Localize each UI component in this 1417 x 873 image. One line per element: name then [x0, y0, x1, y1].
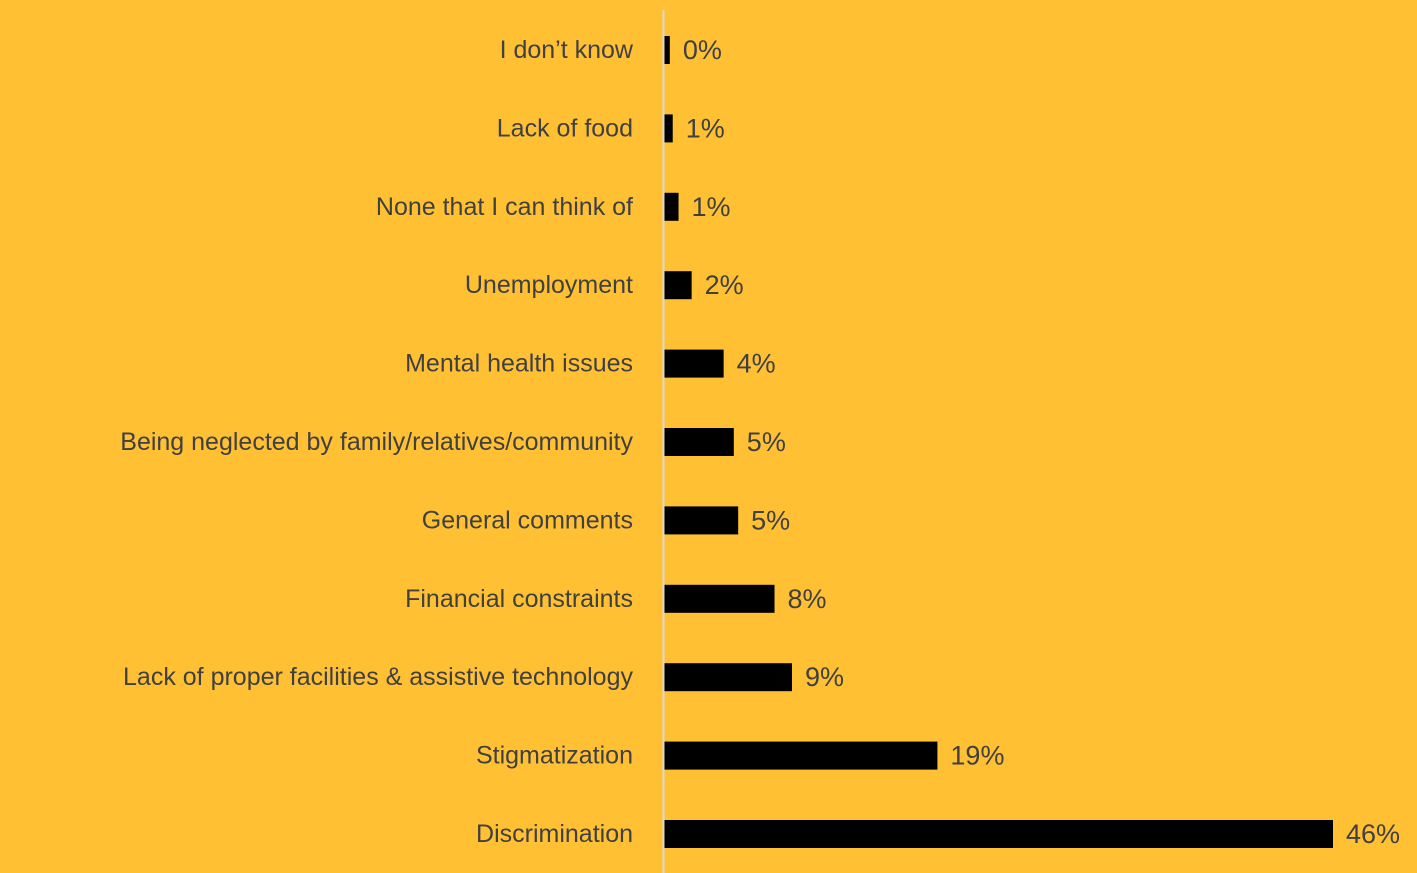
bar [664, 192, 679, 221]
value-label: 8% [788, 584, 827, 614]
value-label: 4% [737, 349, 776, 379]
bar [664, 271, 692, 300]
bar [664, 428, 734, 456]
category-label: None that I can think of [376, 193, 633, 221]
category-label: General comments [422, 506, 633, 534]
bar [664, 584, 775, 613]
category-label: Mental health issues [405, 350, 633, 378]
value-label: 2% [705, 270, 744, 300]
category-label: Stigmatization [476, 742, 633, 770]
bar [664, 820, 1333, 848]
value-label: 1% [686, 113, 725, 143]
category-label: Financial constraints [405, 585, 633, 613]
category-label: I don’t know [500, 36, 634, 64]
value-label: 5% [751, 505, 790, 535]
category-label: Unemployment [465, 271, 633, 299]
bar [664, 36, 670, 64]
value-label: 46% [1346, 819, 1400, 849]
value-label: 0% [683, 35, 722, 65]
bar [664, 114, 673, 143]
category-label: Discrimination [476, 820, 633, 848]
bar [664, 506, 739, 535]
value-label: 5% [747, 427, 786, 457]
bar [664, 741, 938, 770]
bar [664, 349, 724, 378]
value-label: 9% [805, 662, 844, 692]
bar [664, 663, 792, 692]
category-label: Lack of food [497, 114, 633, 142]
value-label: 1% [692, 192, 731, 222]
value-label: 19% [950, 741, 1004, 771]
category-label: Being neglected by family/relatives/comm… [120, 428, 633, 456]
bars-layer: I don’t know 0% Lack of food 1% None that I … [120, 35, 1400, 849]
category-label: Lack of proper facilities & assistive te… [123, 663, 633, 691]
